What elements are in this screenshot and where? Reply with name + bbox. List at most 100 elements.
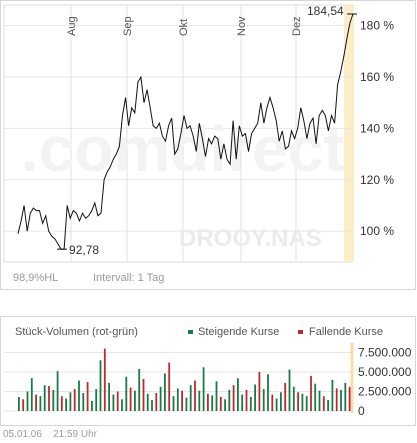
volume-bar-down xyxy=(232,385,235,411)
volume-bar-down xyxy=(142,379,145,411)
price-tick-label: 160 % xyxy=(360,70,394,84)
volume-bar-down xyxy=(155,393,158,411)
volume-tick-label: 2.500.000 xyxy=(358,384,412,398)
volume-bar-down xyxy=(297,392,299,411)
volume-bar-up xyxy=(305,396,308,411)
volume-bar-up xyxy=(301,393,304,411)
volume-bar-down xyxy=(103,348,106,411)
volume-bar-up xyxy=(176,388,179,411)
volume-bar-up xyxy=(172,396,175,411)
high-value-label: 184,54 xyxy=(307,4,344,18)
volume-bar-down xyxy=(271,394,274,411)
volume-bar-up xyxy=(138,368,141,411)
volume-bar-up xyxy=(43,385,46,411)
volume-bar-up xyxy=(151,400,153,411)
volume-bar-up xyxy=(314,383,317,411)
volume-bar-up xyxy=(254,384,256,411)
month-labels: Aug Sep Okt Nov Dez xyxy=(66,16,303,36)
volume-bar-down xyxy=(219,397,222,411)
volume-bar-up xyxy=(215,381,218,411)
volume-bar-down xyxy=(35,394,37,411)
legend-down-swatch xyxy=(298,330,303,334)
price-tick-label: 140 % xyxy=(360,121,394,135)
legend-down-label: Fallende Kurse xyxy=(309,326,383,338)
volume-bar-down xyxy=(207,393,209,411)
low-value-label: 92,78 xyxy=(69,243,99,257)
volume-bar-up xyxy=(224,399,226,411)
footer-date: 05.01.06 xyxy=(3,429,42,440)
volume-bar-up xyxy=(237,378,239,411)
volume-bar-up xyxy=(82,393,85,411)
volume-bar-down xyxy=(48,386,50,411)
volume-bar-down xyxy=(86,382,89,411)
volume-bar-up xyxy=(164,373,166,411)
volume-tick-label: 0 xyxy=(358,404,365,418)
volume-bar-up xyxy=(91,400,93,411)
price-series-line xyxy=(17,13,354,250)
price-chart-panel: .comdirect DROOY.NAS 92,78 184,54 180 % 1… xyxy=(0,0,416,290)
volume-bar-up xyxy=(198,390,201,411)
volume-bar-up xyxy=(159,386,162,411)
volume-bar-up xyxy=(146,393,149,411)
volume-bar-up xyxy=(228,389,231,411)
price-plot-area xyxy=(3,4,353,263)
month-label: Aug xyxy=(66,16,78,36)
volume-bar-up xyxy=(56,371,59,411)
volume-bar-up xyxy=(52,389,55,411)
volume-bar-up xyxy=(318,390,321,411)
legend-up-swatch xyxy=(188,330,193,334)
price-tick-label: 100 % xyxy=(360,224,394,238)
month-label: Okt xyxy=(178,19,190,36)
volume-bar-up xyxy=(189,385,192,411)
volume-bar-up xyxy=(30,378,33,411)
volume-chart: Stück-Volumen (rot-grün) Steigende Kurse… xyxy=(4,326,412,418)
volume-bar-down xyxy=(258,372,261,411)
volume-bar-up xyxy=(344,382,347,411)
volume-bar-up xyxy=(327,400,329,411)
volume-bar-down xyxy=(335,388,338,411)
volume-bar-down xyxy=(129,387,132,411)
price-chart: .comdirect DROOY.NAS 92,78 184,54 180 %1… xyxy=(3,4,394,284)
volume-tick-label: 5.000.000 xyxy=(358,365,412,379)
volume-bar-up xyxy=(211,395,214,411)
volume-bar-down xyxy=(194,380,196,411)
volume-bar-down xyxy=(245,389,248,411)
volume-bars xyxy=(18,348,351,411)
volume-bar-down xyxy=(348,386,351,411)
volume-bar-up xyxy=(241,394,244,411)
volume-bar-up xyxy=(185,397,188,411)
volume-bar-up xyxy=(39,396,42,411)
volume-bar-up xyxy=(26,391,29,411)
volume-bar-up xyxy=(99,360,102,411)
volume-bar-up xyxy=(125,376,128,411)
volume-bar-up xyxy=(340,389,342,411)
volume-bar-up xyxy=(267,374,269,411)
volume-bar-up xyxy=(108,382,110,411)
volume-bar-down xyxy=(322,396,325,411)
volume-bar-up xyxy=(121,399,123,411)
timestamp-footer: 05.01.06 21:59 Uhr xyxy=(3,429,97,440)
volume-bar-up xyxy=(69,392,72,411)
volume-bar-up xyxy=(78,380,80,411)
interval-info: Intervall: 1 Tag xyxy=(93,272,164,284)
footer-time: 21:59 Uhr xyxy=(53,429,97,440)
volume-bar-down xyxy=(181,390,183,411)
volume-bar-down xyxy=(284,382,287,411)
volume-bar-up xyxy=(249,397,252,411)
volume-bar-up xyxy=(95,389,98,411)
volume-bar-up xyxy=(288,369,291,411)
volume-tick-label: 7.500.000 xyxy=(358,345,412,359)
volume-bar-down xyxy=(168,362,171,411)
volume-bar-up xyxy=(262,389,265,411)
volume-bar-up xyxy=(280,392,282,411)
legend-up-label: Steigende Kurse xyxy=(198,326,279,338)
volume-bar-up xyxy=(292,386,295,411)
month-label: Nov xyxy=(236,16,248,36)
volume-bar-up xyxy=(112,394,115,411)
watermark-ticker: DROOY.NAS xyxy=(179,225,322,252)
volume-bar-up xyxy=(202,367,205,411)
price-tick-label: 180 % xyxy=(360,19,394,33)
volume-bar-up xyxy=(134,390,136,411)
volume-bar-down xyxy=(22,399,25,411)
price-axis-labels: 180 % 160 % 140 % 120 % 100 % xyxy=(360,19,394,239)
